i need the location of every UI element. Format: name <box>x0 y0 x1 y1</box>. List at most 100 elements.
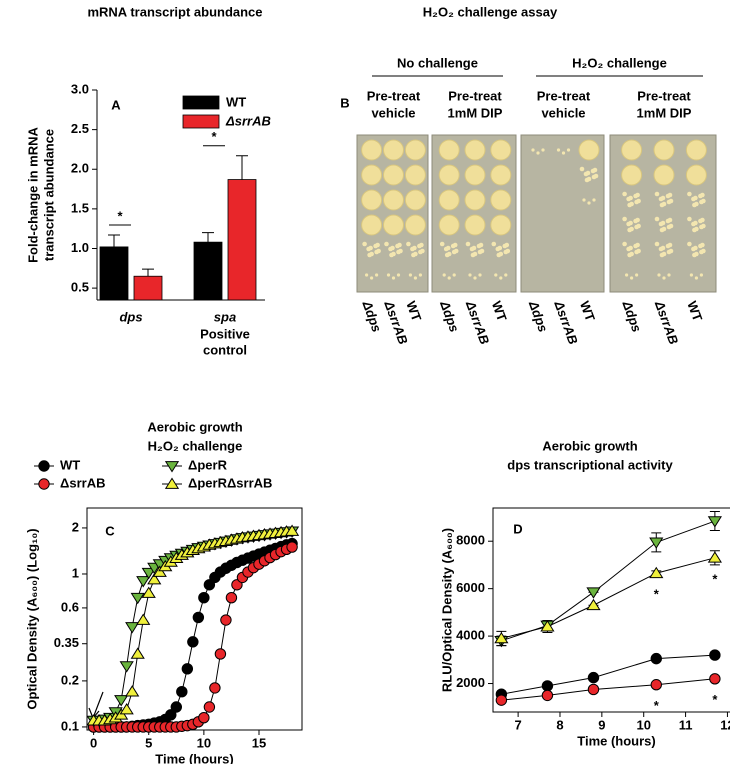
panel-heading: vehicle <box>371 105 415 120</box>
marker <box>587 671 600 684</box>
colony-dot <box>391 276 396 280</box>
marker <box>214 648 227 660</box>
colony-dot <box>396 249 401 255</box>
colony-dot <box>698 218 703 224</box>
x-tick-label: 7 <box>515 717 522 732</box>
y-tick-label: 0.35 <box>54 635 79 650</box>
colony-dot <box>439 241 445 247</box>
y-tick-label: 8000 <box>456 533 485 548</box>
bar <box>133 275 163 301</box>
colony-spot <box>404 189 426 211</box>
colony-dot <box>654 241 660 247</box>
colony-spot <box>438 164 460 186</box>
colony-dot <box>502 243 508 249</box>
marker <box>586 587 601 599</box>
colony-dot <box>450 243 456 249</box>
colony-spot <box>361 139 383 161</box>
colony-spot <box>438 139 460 161</box>
y-tick-label: 4000 <box>456 628 485 643</box>
chart-title: dps transcriptional activity <box>507 457 673 472</box>
colony-dot <box>665 243 671 249</box>
y-tick-label: 2.0 <box>71 161 89 176</box>
colony-dot <box>388 246 393 252</box>
colony-dot <box>584 177 590 183</box>
marker <box>707 516 722 528</box>
marker <box>587 683 600 696</box>
marker <box>225 591 238 604</box>
x-tick-label: 8 <box>556 717 563 732</box>
chart-title: Aerobic growth <box>147 419 242 434</box>
colony-dot <box>662 276 666 280</box>
point-label: * <box>712 571 718 586</box>
strain-label: WT <box>684 299 705 323</box>
plate-photo <box>431 134 517 293</box>
colony-dot <box>592 198 596 202</box>
colony-spot <box>404 164 426 186</box>
x-tick-label: 10 <box>636 717 650 732</box>
x-tick-label: 15 <box>252 735 266 750</box>
marker <box>707 551 722 563</box>
colony-dot <box>375 273 379 277</box>
legend-swatch <box>182 114 220 129</box>
colony-dot <box>504 273 508 277</box>
colony-dot <box>495 246 501 252</box>
strain-label: Δdps <box>619 298 644 334</box>
marker <box>541 689 554 702</box>
marker <box>164 477 180 489</box>
colony-dot <box>622 191 627 197</box>
y-tick-label: 0.5 <box>71 280 89 295</box>
y-tick-label: 2 <box>72 519 79 534</box>
colony-dot <box>452 273 456 277</box>
marker <box>650 679 662 691</box>
colony-dot <box>694 276 699 280</box>
legend-label: ΔsrrAB <box>225 113 271 128</box>
y-axis-label: Optical Density (A₆₀₀) (Log₁₀) <box>24 528 39 709</box>
colony-dot <box>691 221 696 227</box>
colony-dot <box>494 273 498 277</box>
colony-dot <box>384 241 389 247</box>
marker <box>540 620 555 632</box>
marker <box>284 524 300 536</box>
chart-title: H₂O₂ challenge <box>148 438 243 453</box>
colony-dot <box>659 202 665 208</box>
colony-dot <box>633 193 638 199</box>
y-tick-label: 1.0 <box>71 240 89 255</box>
marker <box>130 592 145 605</box>
colony-dot <box>406 241 411 247</box>
plot-frame <box>492 507 730 713</box>
y-tick-label: 0.1 <box>61 718 79 733</box>
colony-dot <box>587 201 591 205</box>
colony-dot <box>687 216 692 222</box>
marker <box>141 586 156 598</box>
colony-dot <box>386 273 391 277</box>
legend-label: ΔperRΔsrrAB <box>188 475 272 490</box>
colony-spot <box>490 164 512 186</box>
panel-heading: Pre-treat <box>448 88 502 103</box>
x-tick-label: 5 <box>145 735 152 750</box>
colony-dot <box>531 148 535 152</box>
colony-dot <box>373 243 378 249</box>
colony-dot <box>590 168 596 174</box>
colony-dot <box>634 249 639 255</box>
strain-label: ΔsrrAB <box>652 298 682 346</box>
panel-label: B <box>340 95 349 110</box>
marker <box>125 685 140 697</box>
colony-spot <box>464 139 486 161</box>
colony-spot <box>578 139 600 161</box>
category-note: control <box>203 342 247 357</box>
marker <box>709 673 721 685</box>
x-tick-label: 12 <box>720 717 730 732</box>
series-line <box>501 678 715 701</box>
marker <box>650 652 662 665</box>
colony-dot <box>626 196 631 202</box>
colony-dot <box>698 193 703 199</box>
colony-spot <box>490 189 512 211</box>
x-tick-label: 0 <box>90 735 97 750</box>
panel-heading: Pre-treat <box>637 88 691 103</box>
marker <box>649 566 664 579</box>
colony-spot <box>404 214 426 236</box>
colony-dot <box>395 243 400 249</box>
colony-spot <box>361 214 383 236</box>
colony-dot <box>667 273 671 277</box>
